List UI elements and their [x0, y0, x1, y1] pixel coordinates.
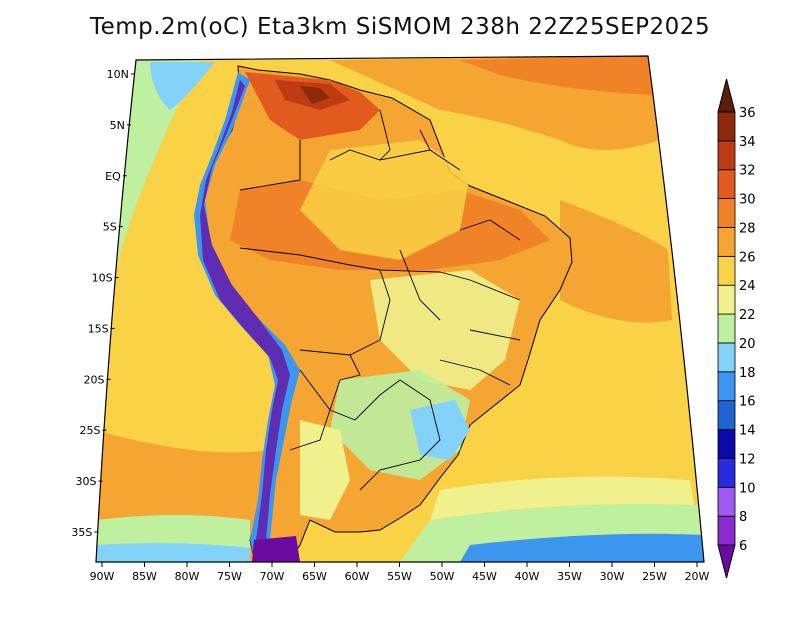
- colorbar-segment: [717, 486, 736, 517]
- lat-tick-label: 5N: [110, 119, 125, 132]
- colorbar-min-arrow: [717, 544, 736, 579]
- colorbar-segment: [717, 255, 736, 286]
- colorbar-segment: [717, 371, 736, 402]
- lon-tick-label: 70W: [260, 570, 285, 583]
- lat-tick-label: 10S: [92, 272, 113, 285]
- colorbar-segment: [717, 313, 736, 344]
- ocean-cold-south: [96, 543, 250, 562]
- lat-tick-label: 35S: [71, 526, 92, 539]
- lon-tick-label: 85W: [132, 570, 157, 583]
- colorbar-label: 36: [739, 106, 756, 121]
- lon-tick-label: 20W: [685, 570, 710, 583]
- chart-title: Temp.2m(oC) Eta3km SiSMOM 238h 22Z25SEP2…: [89, 14, 711, 40]
- lon-tick-label: 35W: [557, 570, 582, 583]
- land-mild-amazon: [300, 140, 470, 260]
- lon-tick-label: 55W: [387, 570, 412, 583]
- colorbar-segment: [717, 140, 736, 171]
- andes-southern-cold: [252, 536, 300, 562]
- latitude-axis: 10N 5N EQ 5S 10S 15S 20S 25S 30S 35S: [71, 68, 135, 539]
- colorbar-label: 20: [739, 337, 756, 352]
- colorbar-label: 26: [739, 250, 756, 265]
- lat-tick-label: 30S: [75, 475, 96, 488]
- colorbar-label: 24: [739, 279, 756, 294]
- lon-tick-label: 30W: [600, 570, 625, 583]
- lon-tick-label: 60W: [345, 570, 370, 583]
- colorbar-label: 32: [739, 164, 756, 179]
- colorbar-segment: [717, 429, 736, 459]
- lon-tick-label: 40W: [515, 570, 540, 583]
- colorbar-label: 16: [739, 395, 756, 410]
- colorbar-label: 6: [739, 539, 747, 554]
- map-frame: [95, 55, 705, 563]
- colorbar-label: 14: [739, 424, 756, 439]
- lat-tick-label: 20S: [84, 373, 105, 386]
- lat-tick-label: 5S: [103, 221, 117, 234]
- land-mild-argentina: [300, 420, 350, 520]
- colorbar: 6 8 10 12 14 16 18 20 22 24 26 28 30 32 34 36: [717, 78, 756, 579]
- land-extreme-heat: [300, 86, 330, 104]
- colorbar-segment: [717, 515, 736, 546]
- ocean-atlantic-mild: [430, 476, 694, 520]
- map-domain: [96, 56, 704, 562]
- lon-tick-label: 45W: [472, 570, 497, 583]
- country-borders: [239, 109, 521, 491]
- colorbar-label: 34: [739, 135, 756, 150]
- colorbar-label: 22: [739, 308, 756, 323]
- colorbar-segment: [717, 198, 736, 228]
- ocean-warm-east: [560, 200, 672, 323]
- lon-tick-label: 90W: [90, 570, 115, 583]
- colorbar-label: 10: [739, 481, 756, 496]
- lat-tick-label: 15S: [88, 322, 109, 335]
- colorbar-label: 18: [739, 366, 756, 381]
- colorbar-label: 8: [739, 510, 747, 525]
- colorbar-segment: [717, 169, 736, 200]
- colorbar-label: 12: [739, 452, 756, 467]
- colorbar-segment: [717, 457, 736, 488]
- lon-tick-label: 25W: [642, 570, 667, 583]
- colorbar-label: 28: [739, 221, 756, 236]
- ocean-hot-north: [460, 56, 652, 95]
- lat-tick-label: 25S: [80, 424, 101, 437]
- colorbar-segment: [717, 284, 736, 315]
- ocean-atlantic-cold: [460, 533, 704, 562]
- andes-coldest-band: [200, 80, 290, 556]
- lon-tick-label: 80W: [175, 570, 200, 583]
- lat-tick-label: 10N: [107, 68, 129, 81]
- lon-tick-label: 65W: [302, 570, 327, 583]
- land-cool-serra: [410, 400, 470, 460]
- land-mild-central: [370, 270, 520, 390]
- colorbar-segment: [717, 400, 736, 430]
- lon-tick-label: 50W: [430, 570, 455, 583]
- lon-tick-label: 75W: [217, 570, 242, 583]
- lat-tick-label: EQ: [105, 170, 121, 183]
- colorbar-max-arrow: [717, 78, 736, 113]
- colorbar-segment: [717, 111, 736, 142]
- colorbar-segment: [717, 227, 736, 257]
- colorbar-label: 30: [739, 193, 756, 208]
- longitude-axis: 90W 85W 80W 75W 70W 65W 60W 55W 50W 45W 40W 35W 30W 2…: [90, 562, 710, 583]
- colorbar-segment: [717, 342, 736, 373]
- ocean-cold-nw: [150, 62, 215, 110]
